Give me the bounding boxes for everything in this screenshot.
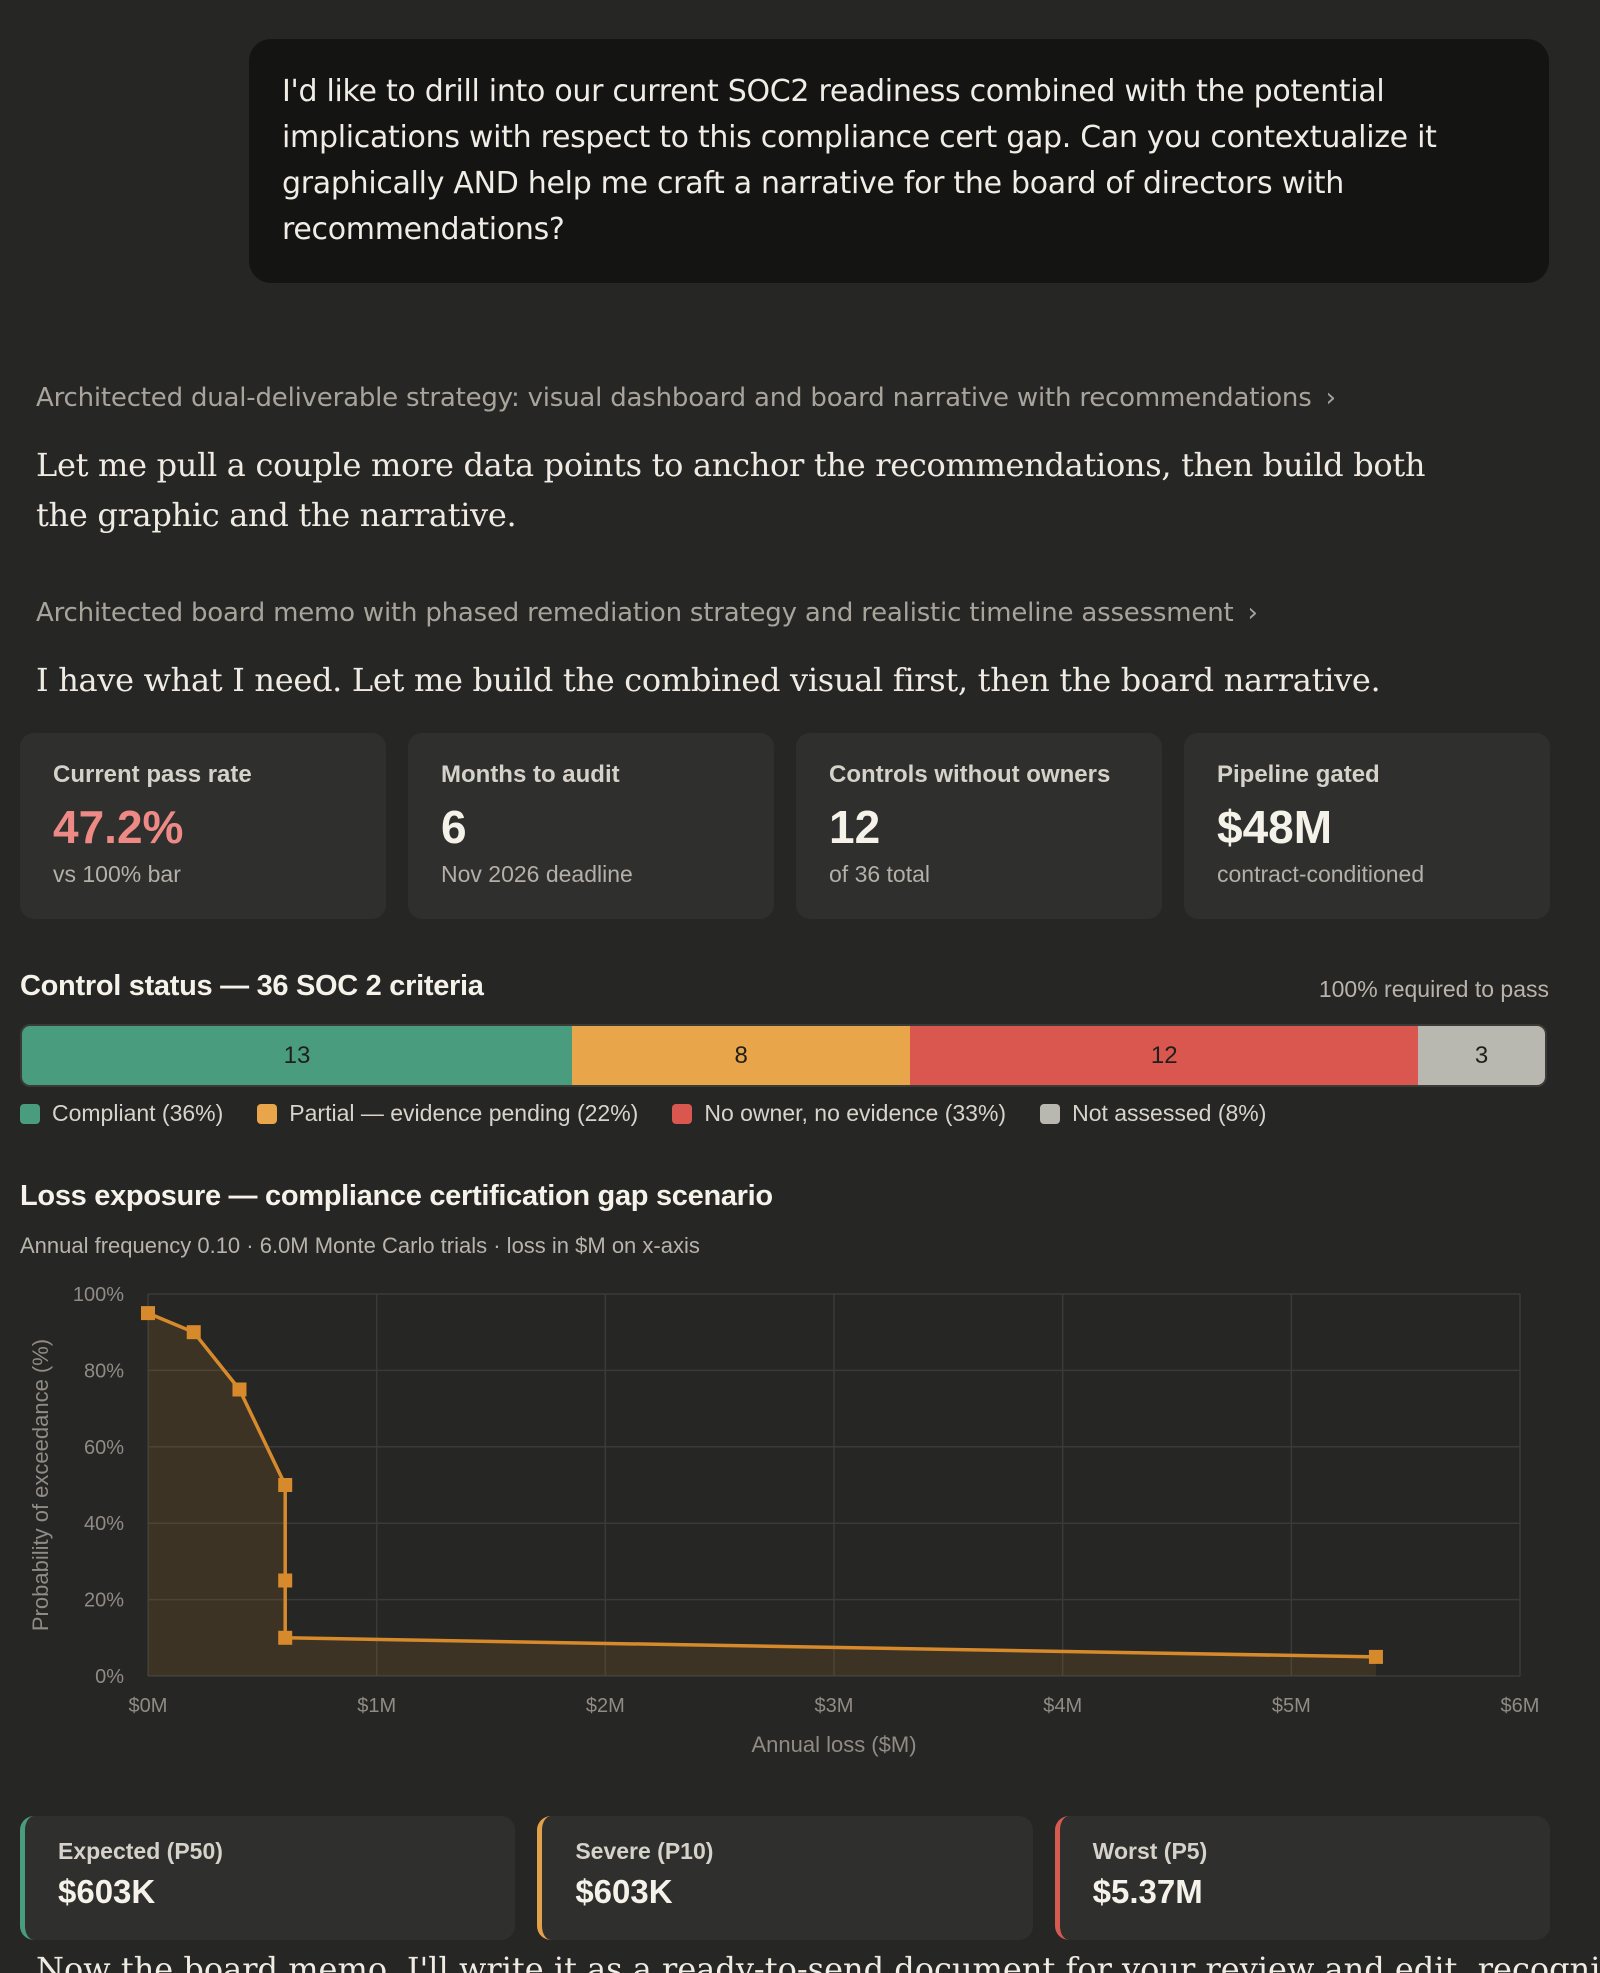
loss-exposure-subtitle: Annual frequency 0.10 · 6.0M Monte Carlo… <box>20 1233 700 1258</box>
y-tick-label: 60% <box>84 1437 124 1459</box>
control-status-bar: 13 8 12 3 <box>20 1024 1547 1087</box>
thinking-summary-2[interactable]: Architected board memo with phased remed… <box>36 598 1258 628</box>
assistant-paragraph-1: Let me pull a couple more data points to… <box>36 446 1426 534</box>
x-tick-label: $4M <box>1043 1695 1082 1717</box>
control-status-note: 100% required to pass <box>1318 976 1549 1002</box>
legend-swatch <box>672 1103 693 1124</box>
y-tick-label: 20% <box>84 1590 124 1612</box>
x-tick-label: $2M <box>586 1695 625 1717</box>
outcome-label: Worst (P5) <box>1092 1838 1208 1864</box>
user-message-bubble: I'd like to drill into our current SOC2 … <box>249 39 1549 283</box>
outcome-label: Severe (P10) <box>575 1838 714 1864</box>
data-point <box>186 1325 201 1340</box>
legend-swatch <box>20 1103 40 1124</box>
control-status-title: Control status — 36 SOC 2 criteria <box>20 970 484 1002</box>
stat-sub: vs 100% bar <box>53 861 181 887</box>
stat-card-months-to-audit: Months to audit 6 Nov 2026 deadline <box>408 733 774 919</box>
x-tick-label: $6M <box>1501 1695 1540 1717</box>
legend-item-no-owner: No owner, no evidence (33%) <box>672 1100 1006 1127</box>
stat-card-pass-rate: Current pass rate 47.2% vs 100% bar <box>20 733 386 919</box>
x-tick-label: $0M <box>129 1695 168 1717</box>
series-line <box>147 1311 1376 1659</box>
y-axis-label: Probability of exceedance (%) <box>28 1339 53 1631</box>
x-tick-label: $3M <box>815 1695 854 1717</box>
outcome-cards: Expected (P50) $603K Severe (P10) $603K … <box>20 1816 1550 1940</box>
stat-value: 47.2% <box>53 801 184 853</box>
data-point <box>278 1478 293 1492</box>
stat-sub: of 36 total <box>829 861 931 887</box>
data-point <box>278 1630 293 1645</box>
stat-label: Months to audit <box>441 761 620 788</box>
user-message-text: I'd like to drill into our current SOC2 … <box>282 74 1437 247</box>
loss-exposure-title: Loss exposure — compliance certification… <box>20 1180 773 1212</box>
outcome-card-expected: Expected (P50) $603K <box>20 1816 516 1940</box>
thinking-summary-1[interactable]: Architected dual-deliverable strategy: v… <box>36 383 1336 413</box>
legend-item-not-assessed: Not assessed (8%) <box>1040 1100 1266 1127</box>
legend-item-partial: Partial — evidence pending (22%) <box>257 1100 638 1127</box>
stat-cards: Current pass rate 47.2% vs 100% bar Mont… <box>20 733 1550 919</box>
segment-partial: 8 <box>571 1026 911 1085</box>
assistant-paragraph-2: I have what I need. Let me build the com… <box>36 661 1381 699</box>
stat-sub: contract-conditioned <box>1217 861 1425 887</box>
stat-label: Controls without owners <box>829 761 1111 788</box>
outcome-value: $603K <box>575 1873 673 1910</box>
y-tick-label: 40% <box>84 1513 124 1535</box>
outcome-value: $5.37M <box>1092 1873 1203 1910</box>
stat-sub: Nov 2026 deadline <box>441 861 633 887</box>
outcome-card-severe: Severe (P10) $603K <box>537 1816 1033 1940</box>
legend-label: Partial — evidence pending (22%) <box>289 1100 639 1126</box>
legend-item-compliant: Compliant (36%) <box>20 1100 223 1127</box>
outcome-value: $603K <box>58 1873 156 1910</box>
stat-card-controls-without-owners: Controls without owners 12 of 36 total <box>796 733 1162 919</box>
series-area <box>148 1313 1376 1676</box>
thinking-summary-2-text: Architected board memo with phased remed… <box>36 598 1234 628</box>
stat-label: Current pass rate <box>53 761 252 788</box>
chevron-right-icon: › <box>1247 598 1258 628</box>
stat-card-pipeline-gated: Pipeline gated $48M contract-conditioned <box>1184 733 1550 919</box>
legend-swatch <box>1040 1103 1061 1124</box>
segment-compliant: 13 <box>22 1026 572 1085</box>
stat-value: $48M <box>1217 801 1333 853</box>
stat-value: 12 <box>829 801 881 853</box>
outcome-label: Expected (P50) <box>58 1838 223 1864</box>
legend-label: No owner, no evidence (33%) <box>704 1100 1007 1126</box>
loss-exceedance-chart: $0M $1M $2M $3M $4M $5M $6M 0% 20% 40% 60% 80% 100% A… <box>28 1284 1540 1757</box>
y-tick-label: 80% <box>84 1360 124 1382</box>
stat-label: Pipeline gated <box>1217 761 1380 788</box>
y-tick-label: 100% <box>73 1284 124 1306</box>
y-tick-label: 0% <box>95 1666 124 1688</box>
thinking-summary-1-text: Architected dual-deliverable strategy: v… <box>36 383 1312 413</box>
stat-value: 6 <box>441 801 467 853</box>
legend-label: Not assessed (8%) <box>1072 1100 1267 1126</box>
legend-label: Compliant (36%) <box>52 1100 224 1126</box>
chevron-right-icon: › <box>1325 383 1336 413</box>
data-point <box>141 1306 155 1321</box>
legend-swatch <box>257 1103 278 1124</box>
data-point <box>232 1382 247 1397</box>
assistant-paragraph-3: Now the board memo. I'll write it as a r… <box>36 1950 1600 1973</box>
x-axis-label: Annual loss ($M) <box>751 1732 916 1757</box>
x-tick-label: $5M <box>1272 1695 1311 1717</box>
outcome-card-worst: Worst (P5) $5.37M <box>1054 1816 1550 1940</box>
data-point <box>1368 1649 1383 1664</box>
data-point <box>278 1573 293 1588</box>
segment-not-assessed: 3 <box>1418 1026 1545 1085</box>
segment-no-owner: 12 <box>910 1026 1419 1085</box>
control-status-legend: Compliant (36%) Partial — evidence pendi… <box>20 1100 1266 1127</box>
x-tick-label: $1M <box>357 1695 396 1717</box>
